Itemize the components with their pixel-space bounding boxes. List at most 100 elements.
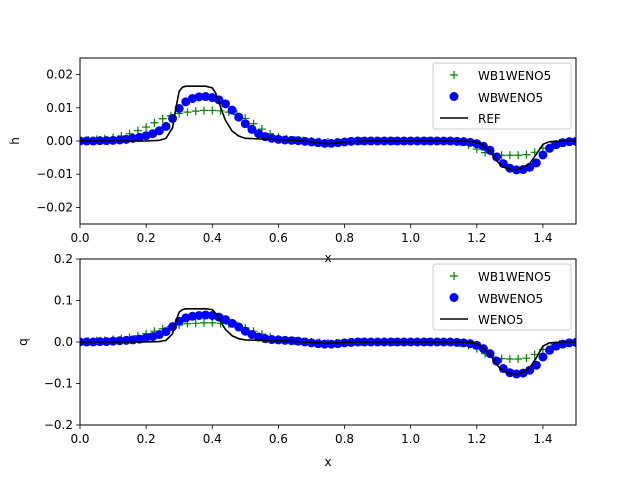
top-wbweno5-point bbox=[234, 112, 244, 122]
bottom-ytick-label: −0.2 bbox=[44, 418, 73, 432]
bottom-wbweno5-point bbox=[187, 311, 197, 321]
bottom-xtick-label: 0.0 bbox=[70, 432, 89, 446]
top-wb1weno5-point bbox=[158, 114, 167, 123]
bottom-wbweno5-point bbox=[531, 360, 541, 370]
top-legend-box bbox=[432, 62, 572, 130]
top-wb1weno5-point bbox=[505, 151, 514, 160]
top-wbweno5-point bbox=[201, 92, 211, 102]
bottom-wb1weno5-point bbox=[514, 355, 523, 364]
top-ytick-label: −0.02 bbox=[36, 200, 73, 214]
bottom-wbweno5-point bbox=[313, 339, 323, 349]
bottom-wb1weno5-point bbox=[505, 355, 514, 364]
bottom-series-weno5 bbox=[80, 308, 576, 375]
bottom-wbweno5-point bbox=[538, 352, 548, 362]
top-series-ref bbox=[80, 85, 576, 171]
top-legend-handle-0 bbox=[450, 71, 458, 79]
bottom-wb1weno5-point bbox=[200, 318, 208, 327]
bottom-wbweno5-point bbox=[333, 339, 343, 349]
bottom-ytick-label: 0.2 bbox=[54, 252, 73, 266]
bottom-wbweno5-point bbox=[161, 327, 171, 337]
top-ref-line bbox=[80, 85, 576, 171]
bottom-ytick-label: 0.1 bbox=[54, 294, 73, 308]
top-wbweno5-point bbox=[267, 133, 277, 143]
bottom-wbweno5-point bbox=[234, 322, 244, 332]
bottom-wbweno5-point bbox=[194, 310, 204, 320]
top-legend-label-2: REF bbox=[478, 112, 501, 126]
bottom-wbweno5-point bbox=[227, 318, 237, 328]
bottom-legend-label-0: WB1WENO5 bbox=[478, 270, 551, 284]
bottom-ytick-label: −0.1 bbox=[44, 377, 73, 391]
top-wbweno5-point bbox=[161, 121, 171, 131]
top-xtick-label: 0.8 bbox=[335, 231, 354, 245]
top-wbweno5-point bbox=[227, 105, 237, 115]
top-legend-label-0: WB1WENO5 bbox=[478, 69, 551, 83]
bottom-wbweno5-point bbox=[108, 336, 118, 346]
bottom-wbweno5-point bbox=[564, 338, 574, 348]
top-wbweno5-point bbox=[154, 126, 164, 136]
bottom-legend-handle-0 bbox=[450, 272, 458, 280]
top-xlabel: x bbox=[324, 251, 331, 265]
bottom-xtick-label: 0.2 bbox=[137, 432, 156, 446]
top-wbweno5-point bbox=[531, 158, 541, 168]
bottom-wbweno5-point bbox=[201, 310, 211, 320]
top-wb1weno5-point bbox=[522, 150, 531, 159]
top-xtick-label: 1.2 bbox=[467, 231, 486, 245]
bottom-legend-label-2: WENO5 bbox=[478, 313, 524, 327]
bottom-weno5-line bbox=[80, 308, 576, 375]
top-series-wbweno5 bbox=[80, 92, 576, 175]
bottom-wbweno5-point bbox=[267, 335, 277, 345]
bottom-wb1weno5-point bbox=[191, 319, 200, 328]
top-wbweno5-point bbox=[240, 119, 250, 129]
bottom-wbweno5-point bbox=[220, 315, 230, 325]
bottom-legend-handle-1 bbox=[449, 293, 459, 302]
bottom-wbweno5-point bbox=[492, 356, 502, 366]
bottom-wbweno5-point bbox=[525, 365, 535, 375]
top-wb1weno5-point bbox=[150, 118, 159, 127]
top-wbweno5-point bbox=[194, 92, 204, 102]
top-ytick-label: 0.02 bbox=[46, 68, 73, 82]
bottom-xtick-label: 1.4 bbox=[533, 432, 552, 446]
bottom-xtick-label: 0.8 bbox=[335, 432, 354, 446]
top-wb1weno5-point bbox=[200, 106, 208, 115]
top-wbweno5-point bbox=[247, 124, 257, 134]
bottom-legend-label-1: WBWENO5 bbox=[478, 292, 543, 306]
top-ytick-label: 0.00 bbox=[46, 134, 73, 148]
bottom-wbweno5-point bbox=[320, 339, 330, 349]
bottom-ytick-label: 0.0 bbox=[54, 335, 73, 349]
top-xtick-label: 1.4 bbox=[533, 231, 552, 245]
bottom-xtick-label: 1.0 bbox=[401, 432, 420, 446]
top-wbweno5-point bbox=[168, 113, 178, 123]
top-legend-handle-1 bbox=[449, 92, 459, 101]
top-legend: WB1WENO5 WBWENO5 REF bbox=[432, 62, 572, 130]
top-ytick-label: −0.01 bbox=[36, 167, 73, 181]
bottom-xtick-label: 1.2 bbox=[467, 432, 486, 446]
top-wb1weno5-point bbox=[208, 106, 217, 115]
top-xtick-label: 0.4 bbox=[203, 231, 222, 245]
bottom-wbweno5-point bbox=[545, 345, 555, 355]
bottom-xtick-label: 0.4 bbox=[203, 432, 222, 446]
top-wbweno5-point bbox=[492, 152, 502, 162]
top-xtick-label: 0.6 bbox=[269, 231, 288, 245]
top-wb1weno5-point bbox=[183, 108, 192, 117]
bottom-legend: WB1WENO5 WBWENO5 WENO5 bbox=[432, 263, 572, 331]
top-legend-label-1: WBWENO5 bbox=[478, 91, 543, 105]
bottom-ylabel: q bbox=[16, 338, 30, 346]
top-wbweno5-point bbox=[220, 99, 230, 109]
top-xtick-label: 1.0 bbox=[401, 231, 420, 245]
top-wb1weno5-point bbox=[191, 107, 200, 116]
top-ytick-label: 0.01 bbox=[46, 101, 73, 115]
bottom-wbweno5-point bbox=[273, 335, 283, 345]
top-wbweno5-point bbox=[545, 143, 555, 153]
top-ylabel: h bbox=[8, 137, 22, 145]
top-wb1weno5-point bbox=[514, 151, 523, 160]
bottom-wbweno5-point bbox=[326, 339, 336, 349]
bottom-chart-panel: 0.0 0.2 0.4 0.6 0.8 1.0 1.2 1.4 0.2 0.1 0.0 −0.1 −0… bbox=[16, 252, 577, 469]
top-xtick-label: 0.0 bbox=[70, 231, 89, 245]
top-xtick-label: 0.2 bbox=[137, 231, 156, 245]
bottom-wb1weno5-point bbox=[522, 354, 531, 363]
top-wbweno5-point bbox=[115, 135, 125, 145]
top-chart-panel: 0.0 0.2 0.4 0.6 0.8 1.0 1.2 1.4 0.02 0.01 0.00 −0.… bbox=[8, 57, 577, 265]
top-wb1weno5-point bbox=[142, 123, 151, 132]
bottom-legend-box bbox=[432, 263, 572, 331]
